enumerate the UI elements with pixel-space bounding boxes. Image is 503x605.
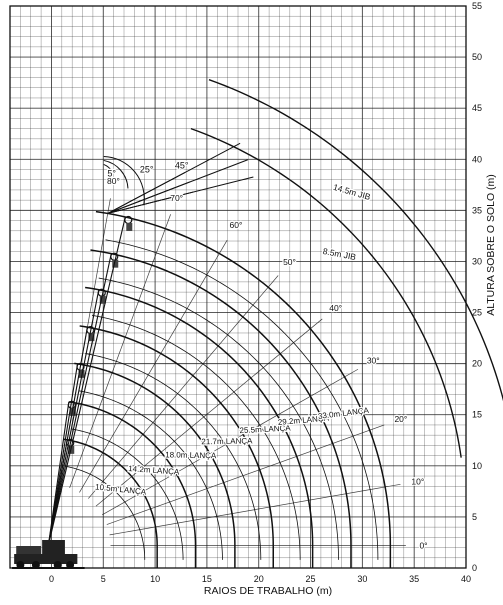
- jib-lines: [103, 79, 503, 458]
- hook-block: [126, 222, 133, 231]
- x-tick-label: 25: [306, 574, 316, 584]
- hook-block: [69, 407, 76, 416]
- boom-label: 10.5m LANÇA: [95, 482, 147, 496]
- boom-hook-arc: [78, 390, 223, 560]
- x-tick-label: 10: [150, 574, 160, 584]
- y-tick-label: 25: [472, 308, 482, 318]
- jib-offset-label: 45°: [175, 160, 189, 170]
- boom-label: 21.7m LANÇA: [201, 436, 253, 446]
- y-tick-label: 0: [472, 563, 477, 573]
- hook-block: [78, 369, 85, 378]
- y-tick-label: 55: [472, 1, 482, 11]
- x-tick-label: 40: [461, 574, 471, 584]
- x-tick-label: 20: [254, 574, 264, 584]
- x-axis-ticks: 0 5 10 15 20 25 30 35 40: [49, 574, 471, 584]
- x-axis-label: RAIOS DE TRABALHO (m): [204, 585, 332, 597]
- y-tick-label: 10: [472, 461, 482, 471]
- boom-angle-line: [69, 214, 171, 489]
- y-axis-ticks: 0 5 10 15 20 25 30 35 40 45 50 55: [472, 1, 482, 573]
- x-tick-label: 5: [101, 574, 106, 584]
- grid: [9, 5, 467, 569]
- y-tick-label: 30: [472, 256, 482, 266]
- crane-icon: [12, 540, 85, 569]
- boom-angle-line: [109, 483, 401, 536]
- boom-angle-line: [79, 240, 228, 493]
- y-axis-label: ALTURA SOBRE O SOLO (m): [485, 174, 497, 316]
- boom-angle-label: 10°: [411, 476, 424, 486]
- jib-offset-label: 5°: [107, 168, 116, 178]
- hook-block: [99, 295, 106, 304]
- boom-hook-arc: [65, 465, 146, 560]
- boom-reach-arc: [68, 401, 197, 546]
- jib-line: [107, 176, 254, 214]
- crane-cab: [16, 546, 42, 554]
- x-tick-label: 15: [202, 574, 212, 584]
- x-tick-label: 35: [409, 574, 419, 584]
- boom-reach-arc: [85, 286, 314, 546]
- hook-block: [112, 259, 119, 268]
- boom-hook-arc: [85, 353, 262, 560]
- y-tick-label: 40: [472, 154, 482, 164]
- jib-offset-label: 25°: [140, 164, 154, 174]
- plot-frame: [9, 5, 467, 569]
- x-tick-label: 30: [357, 574, 367, 584]
- boom-angle-line: [106, 424, 385, 525]
- boom-angle-line: [95, 318, 323, 507]
- y-tick-label: 20: [472, 359, 482, 369]
- boom-angle-line: [88, 275, 279, 499]
- y-tick-label: 5: [472, 512, 477, 522]
- y-tick-label: 15: [472, 410, 482, 420]
- boom-angle-label: 20°: [394, 414, 407, 424]
- crane-turret: [42, 540, 65, 554]
- boom-reach-arc: [79, 325, 274, 546]
- boom-reach-arc: [90, 249, 352, 546]
- boom-angle-label: 60°: [229, 220, 242, 230]
- boom-lines: [47, 215, 133, 546]
- boom-hook-arc: [98, 277, 339, 560]
- jib-offset-arc: [103, 163, 113, 172]
- boom-angle-label: 40°: [329, 303, 342, 313]
- boom-line: [47, 253, 112, 546]
- y-tick-label: 35: [472, 205, 482, 215]
- boom-line: [47, 327, 88, 546]
- boom-reach-arc: [63, 438, 158, 546]
- boom-angle-label: 0°: [419, 541, 427, 551]
- boom-angle-label: 80°: [107, 176, 120, 186]
- jib-reach-arc: [208, 79, 503, 402]
- boom-hook-arc: [71, 428, 184, 560]
- boom-hook-arc: [105, 239, 379, 560]
- boom-label: 14.2m LANÇA: [128, 464, 180, 477]
- crane-carrier: [14, 554, 78, 564]
- boom-line: [47, 289, 100, 546]
- jib-reach-arc: [190, 127, 462, 458]
- jib-line: [107, 159, 248, 214]
- boom-arcs: [63, 210, 392, 568]
- y-tick-label: 45: [472, 103, 482, 113]
- boom-reach-arc: [74, 362, 236, 546]
- jib-offset-arc: [103, 159, 129, 189]
- boom-reach-arc: [95, 210, 392, 546]
- boom-angle-label: 70°: [170, 193, 183, 203]
- boom-angle-label: 30°: [367, 356, 380, 366]
- x-tick-label: 0: [49, 574, 54, 584]
- boom-angle-line: [102, 368, 359, 516]
- jib-offset-arc: [103, 155, 145, 206]
- boom-label: 18.0m LANÇA: [165, 450, 217, 460]
- boom-angle-label: 50°: [283, 257, 296, 267]
- boom-label: 25.5m LANÇA: [239, 423, 291, 435]
- jib-line: [107, 142, 241, 214]
- hook-block: [88, 333, 95, 342]
- boom-line: [47, 216, 126, 546]
- y-tick-label: 50: [472, 52, 482, 62]
